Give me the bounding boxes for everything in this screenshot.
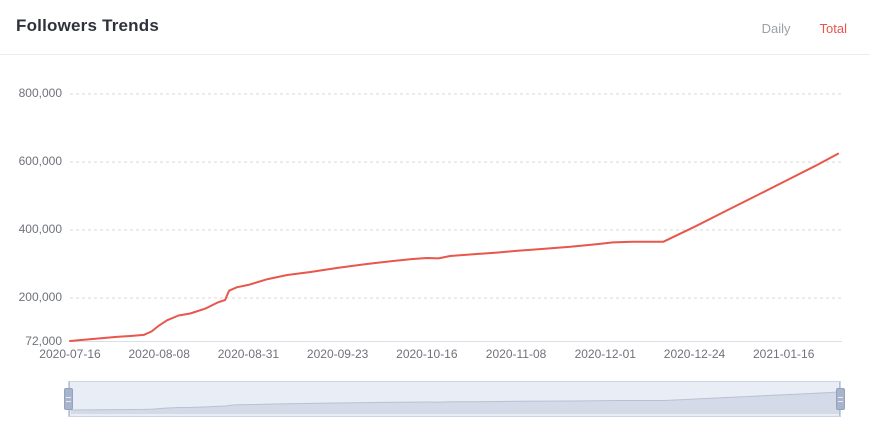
x-tick-label: 2020-07-16 xyxy=(39,347,101,361)
datazoom-left-handle[interactable] xyxy=(64,388,73,410)
datazoom-line-shadow xyxy=(70,391,840,411)
y-tick-label: 400,000 xyxy=(18,222,62,237)
x-tick-label: 2020-08-08 xyxy=(128,347,190,361)
datazoom-area-shadow xyxy=(71,392,839,414)
total-followers-line xyxy=(69,152,839,342)
x-tick-label: 2020-12-24 xyxy=(663,347,726,361)
header-divider xyxy=(0,54,870,55)
tab-total[interactable]: Total xyxy=(819,21,847,36)
x-tick-label: 2021-01-16 xyxy=(752,347,815,361)
y-tick-label: 200,000 xyxy=(18,290,62,305)
page-title: Followers Trends xyxy=(16,16,160,35)
x-tick-label: 2020-11-08 xyxy=(485,347,547,361)
y-tick-label: 600,000 xyxy=(18,154,62,169)
x-tick-label: 2020-10-16 xyxy=(396,347,458,361)
datazoom-slider[interactable] xyxy=(64,381,845,417)
x-tick-label: 2020-12-01 xyxy=(574,347,636,361)
gridlines xyxy=(70,93,842,299)
x-tick-label: 2020-09-23 xyxy=(306,347,369,361)
tab-daily[interactable]: Daily xyxy=(761,21,791,36)
datazoom-right-handle[interactable] xyxy=(836,388,845,410)
trend-mode-tabs: Daily Total xyxy=(762,21,847,36)
x-tick-label: 2020-08-31 xyxy=(217,347,280,361)
datazoom-mini-chart xyxy=(70,391,840,414)
y-tick-label: 800,000 xyxy=(18,86,62,101)
y-tick-label: 72,000 xyxy=(25,334,62,348)
